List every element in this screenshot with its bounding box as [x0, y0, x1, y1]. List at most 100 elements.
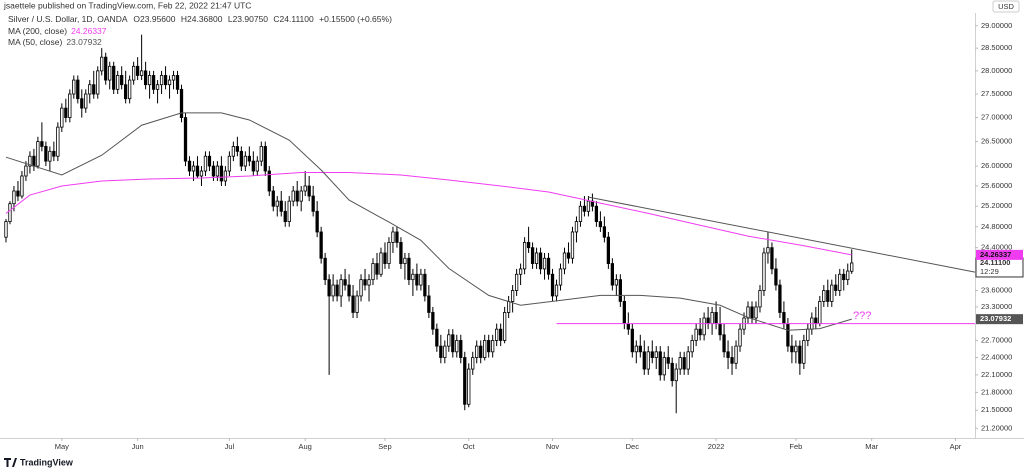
y-tick-label: 28.00000 [981, 66, 1012, 75]
candle-body [116, 75, 120, 90]
y-tick-label: 29.00000 [981, 21, 1012, 30]
candle [566, 242, 571, 264]
candle-body [255, 160, 259, 172]
candle [407, 252, 411, 286]
candle-body [383, 252, 387, 264]
candle-body [387, 242, 391, 264]
candle [594, 201, 599, 227]
candle-body [40, 141, 44, 147]
candle-body [8, 203, 12, 223]
candle-body [594, 205, 599, 223]
candle-body [562, 252, 567, 270]
candle-body [662, 357, 666, 376]
ohlc-high: H24.36800 [181, 14, 223, 24]
candle-body [455, 340, 459, 353]
candle-body [219, 165, 224, 182]
candle [439, 334, 443, 364]
candle-body [574, 221, 579, 233]
x-tick-label: Apr [950, 442, 962, 451]
candle-body [782, 312, 786, 324]
currency-label[interactable]: USD [998, 2, 1014, 11]
candle [554, 279, 559, 302]
candle [762, 247, 766, 296]
candle-body [251, 160, 255, 172]
candle-body [658, 351, 662, 376]
countdown-label: 12:29 [980, 267, 999, 276]
candle [534, 247, 539, 269]
x-tick-label: Mar [865, 442, 878, 451]
candle [614, 274, 618, 296]
candle [411, 268, 415, 296]
candle-body [307, 185, 311, 197]
candle [435, 323, 439, 352]
candle [475, 340, 479, 364]
candle [399, 237, 403, 269]
candle [750, 301, 754, 324]
candle [790, 334, 794, 364]
candle [415, 263, 419, 291]
candle [279, 191, 283, 217]
candle [638, 334, 642, 358]
logo-icon[interactable] [4, 458, 17, 467]
candle-body [367, 279, 371, 286]
candle [327, 274, 331, 375]
y-tick-label: 22.40000 [981, 353, 1012, 362]
candle [558, 263, 563, 291]
candle-body [610, 263, 615, 286]
candle [56, 122, 60, 162]
candle-body [666, 357, 670, 364]
ma-badge-box [976, 249, 1023, 260]
candle [16, 180, 20, 202]
y-tick-label: 28.50000 [981, 43, 1012, 52]
candle [467, 363, 471, 408]
candle-body [195, 165, 200, 177]
candle [451, 329, 455, 358]
candle [48, 146, 52, 172]
candle [112, 61, 116, 95]
candle [682, 351, 686, 375]
candle [427, 285, 431, 319]
candle-body [682, 357, 686, 370]
candle-body [634, 345, 638, 353]
candle [738, 323, 742, 352]
candle-body [602, 226, 607, 238]
candle-body [622, 301, 626, 324]
candle [8, 201, 12, 225]
candle-body [582, 205, 587, 212]
candle-body [303, 185, 307, 192]
candle [207, 151, 212, 172]
candle [698, 318, 702, 341]
candle [463, 351, 467, 411]
candle [479, 340, 483, 364]
candle [203, 151, 208, 176]
candle [183, 112, 188, 167]
candle [514, 268, 519, 296]
candle-body [598, 221, 603, 228]
candle [299, 185, 303, 212]
candle [526, 226, 531, 253]
y-tick-label: 25.60000 [981, 181, 1012, 190]
footer-brand[interactable]: TradingView [20, 457, 74, 467]
candle-body [439, 345, 443, 358]
footer-logo[interactable]: TradingView [4, 457, 74, 467]
candle [287, 196, 291, 227]
candle [331, 274, 335, 302]
ma-line [5, 172, 852, 256]
candle [419, 268, 423, 291]
candle [359, 274, 363, 302]
candle-body [459, 340, 463, 358]
candle [690, 334, 694, 358]
candle [538, 247, 543, 275]
candle-body [72, 79, 76, 95]
candle-body [706, 317, 710, 324]
legend-value: 23.07932 [66, 37, 102, 47]
candle-body [283, 210, 287, 223]
candle-body [159, 75, 164, 86]
candle [60, 103, 64, 132]
candle-body [734, 345, 738, 364]
candle [530, 242, 535, 269]
y-tick-label: 21.80000 [981, 387, 1012, 396]
candle-body [838, 273, 842, 291]
currency-box[interactable] [992, 0, 1020, 13]
currency-button[interactable]: USD [992, 0, 1020, 13]
